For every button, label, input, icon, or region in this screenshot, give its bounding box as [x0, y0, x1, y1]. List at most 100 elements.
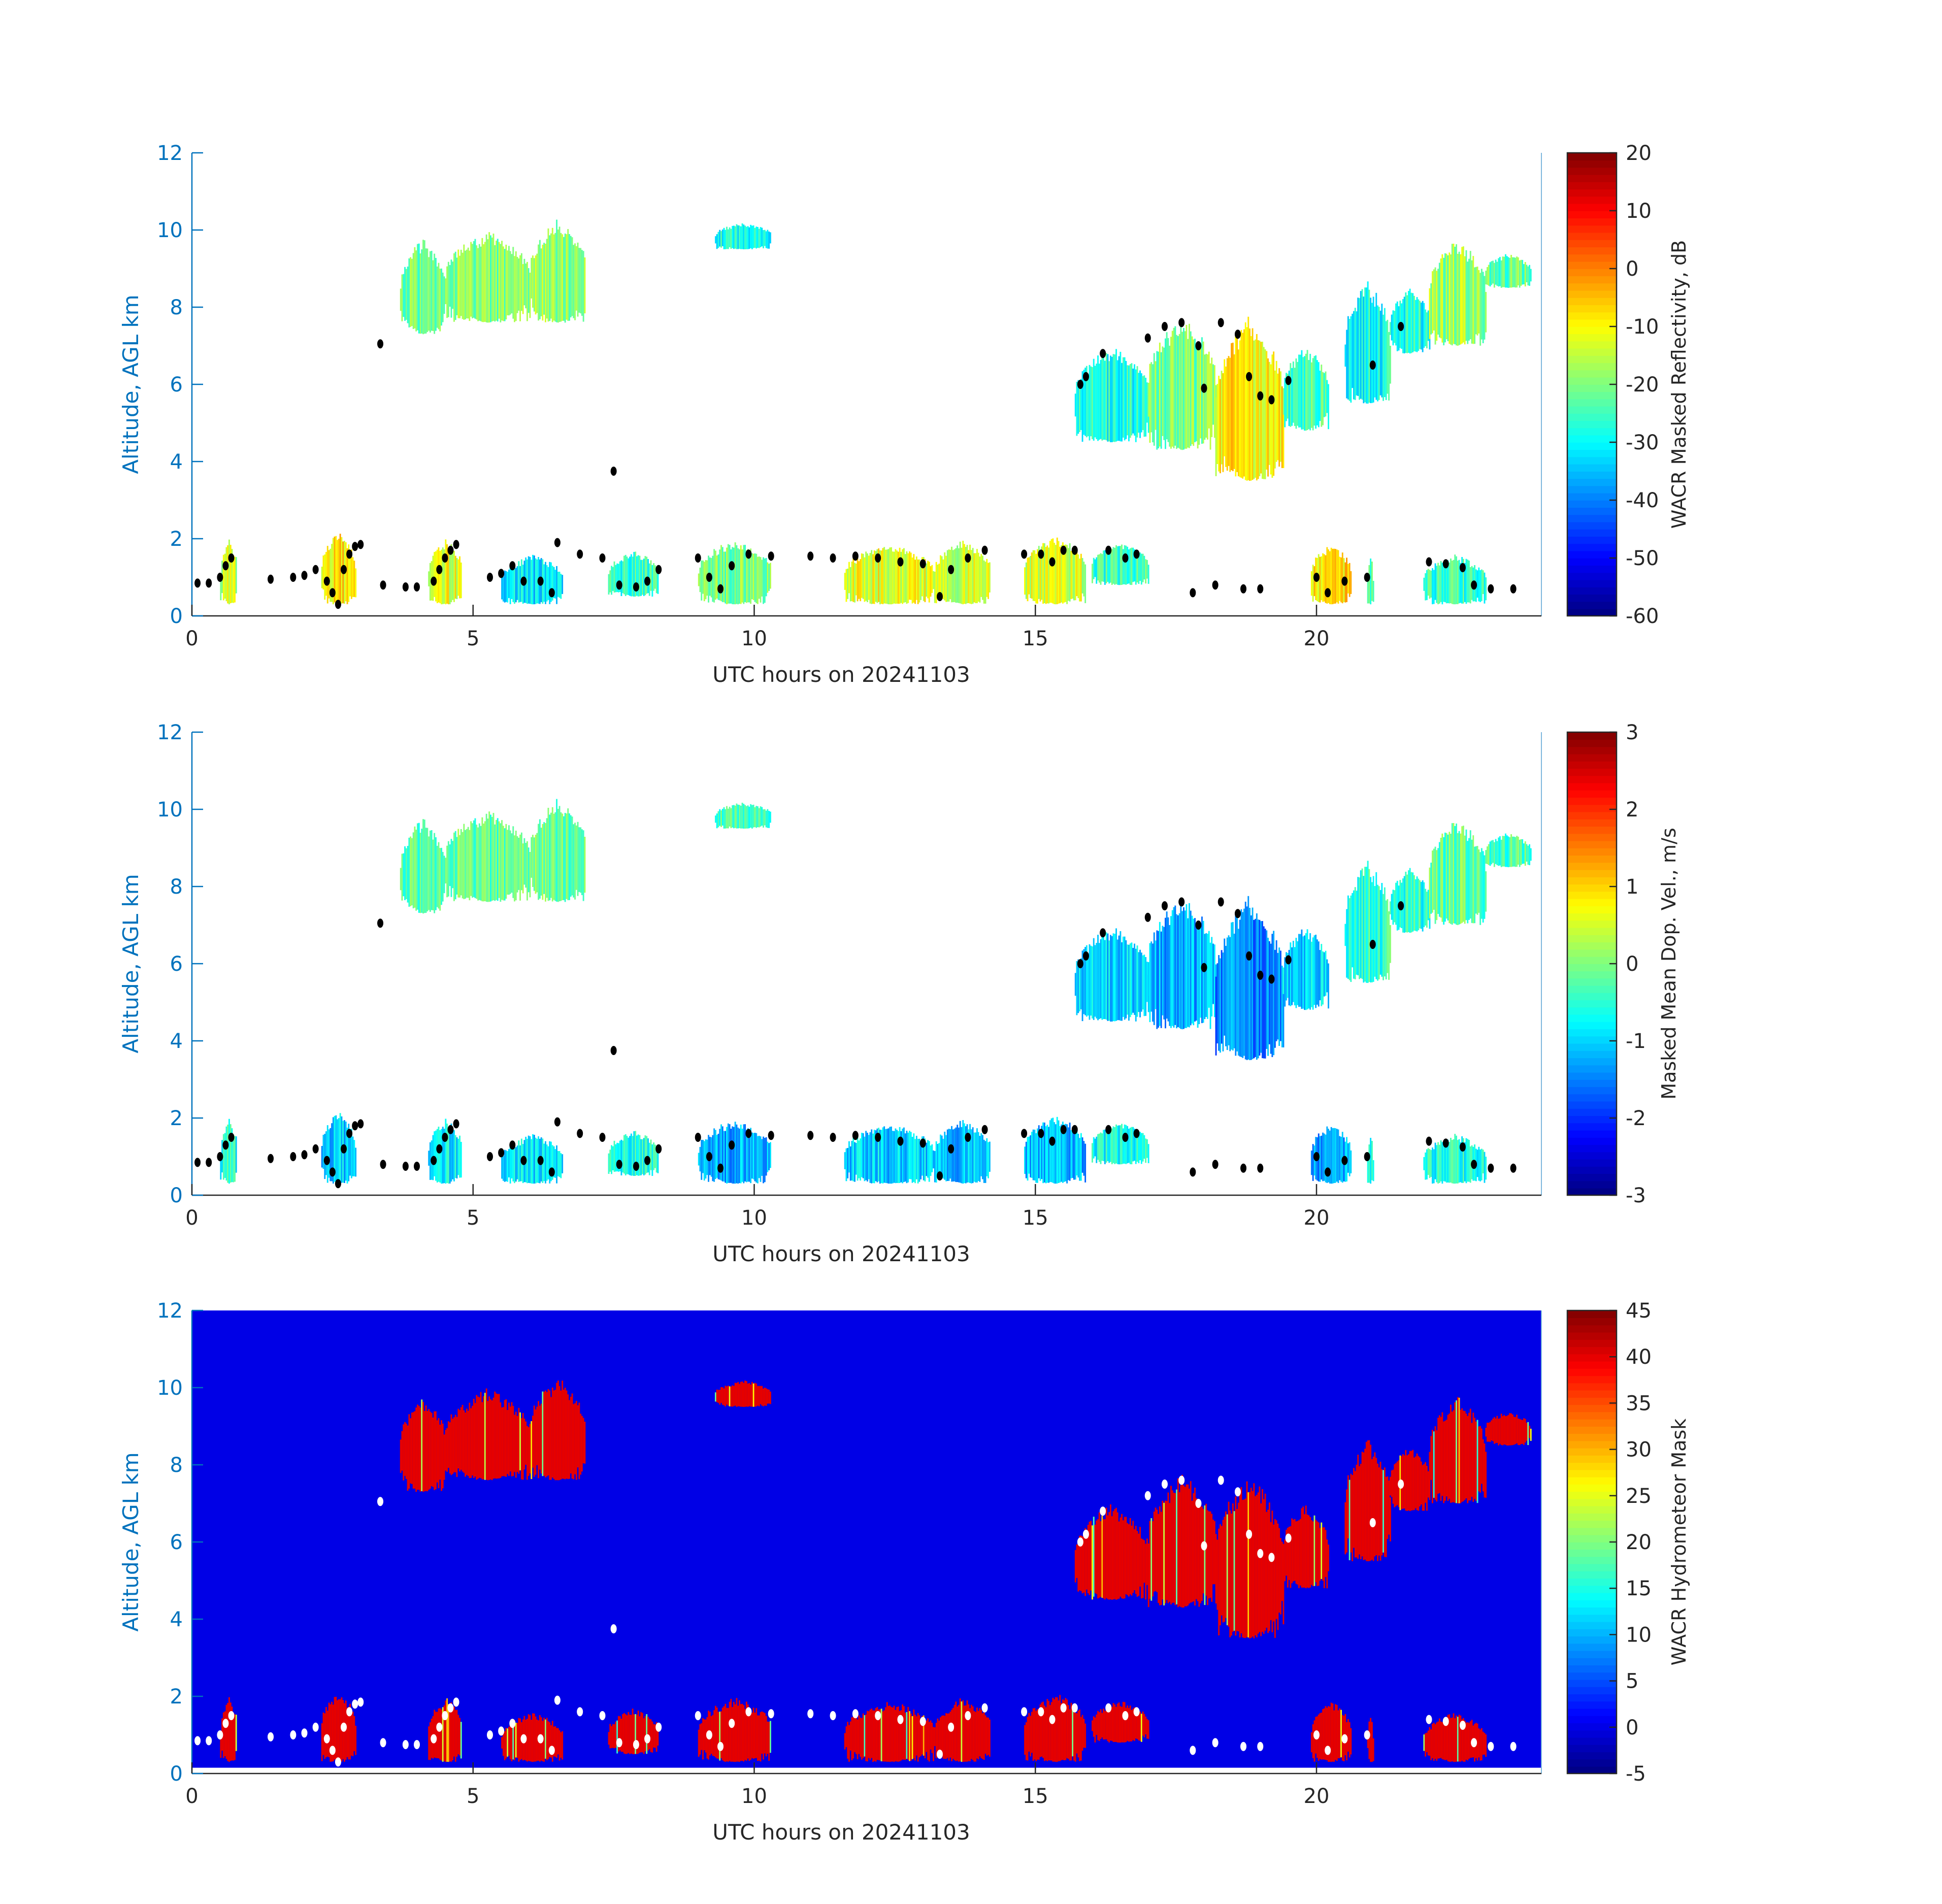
echo-column — [1218, 955, 1220, 1051]
colorbar-tick-label: 15 — [1626, 1577, 1652, 1600]
cloud-base-point — [380, 1160, 386, 1169]
echo-column — [500, 823, 502, 902]
echo-column — [1408, 291, 1409, 353]
x-tick-label: 20 — [1304, 1206, 1330, 1230]
colorbar-segment — [1567, 174, 1617, 182]
echo-column — [1291, 1518, 1293, 1584]
echo-column — [1167, 917, 1169, 1022]
echo-column — [577, 242, 579, 317]
echo-column — [712, 1715, 714, 1756]
echo-column — [1273, 351, 1275, 476]
echo-column — [1436, 1722, 1438, 1761]
echo-column — [456, 1710, 458, 1757]
echo-column — [330, 1704, 332, 1762]
echo-column — [473, 1398, 475, 1478]
echo-column — [1348, 1142, 1351, 1176]
echo-column — [716, 1389, 718, 1402]
echo-column — [962, 1120, 964, 1184]
echo-column — [1077, 380, 1079, 434]
echo-column — [1516, 256, 1518, 288]
echo-column — [438, 547, 440, 603]
echo-column — [934, 1151, 936, 1183]
echo-column — [507, 830, 509, 895]
echo-column — [501, 1737, 503, 1749]
echo-column — [1165, 1500, 1166, 1603]
echo-column — [1456, 1715, 1457, 1762]
echo-column — [1143, 955, 1145, 1016]
echo-column — [1074, 1550, 1076, 1583]
echo-column — [326, 1711, 328, 1757]
echo-column — [1243, 329, 1245, 477]
echo-column — [701, 1139, 703, 1180]
echo-column — [920, 1719, 922, 1756]
echo-column — [441, 268, 442, 326]
cloud-base-point — [1510, 1163, 1517, 1173]
echo-column — [407, 267, 409, 323]
echo-column — [550, 562, 552, 602]
echo-column — [1087, 1525, 1089, 1594]
echo-column — [1313, 1515, 1315, 1586]
echo-column — [1076, 549, 1078, 597]
echo-column — [1084, 1528, 1087, 1596]
cloud-base-point — [599, 553, 606, 563]
echo-column — [1444, 563, 1446, 603]
cloud-base-point — [1459, 1721, 1466, 1730]
echo-column — [1093, 938, 1095, 1020]
echo-column — [609, 570, 611, 593]
echo-column — [1484, 572, 1486, 604]
cloud-base-point — [1510, 584, 1517, 594]
echo-column — [745, 1129, 747, 1183]
echo-column — [909, 1711, 910, 1761]
echo-column — [1107, 1709, 1109, 1742]
echo-column — [768, 564, 770, 591]
echo-column — [518, 838, 520, 890]
echo-column — [465, 830, 466, 899]
echo-column — [624, 554, 627, 596]
echo-column — [982, 1713, 983, 1759]
echo-column — [1492, 1418, 1494, 1441]
echo-column — [1081, 1137, 1083, 1173]
echo-column — [1257, 919, 1259, 1059]
echo-column — [453, 1417, 455, 1472]
cloud-base-point — [717, 1742, 724, 1751]
echo-column — [1465, 1414, 1467, 1498]
echo-column — [467, 827, 469, 898]
colorbar-segment — [1567, 1716, 1617, 1724]
echo-column — [1089, 944, 1091, 1020]
echo-column — [515, 251, 517, 321]
echo-column — [1365, 287, 1367, 404]
echo-column — [1524, 1419, 1526, 1443]
colorbar-tick-label: 5 — [1626, 1670, 1638, 1693]
echo-column — [1145, 1138, 1147, 1163]
echo-column — [1434, 1426, 1436, 1500]
echo-column — [1469, 1408, 1471, 1501]
echo-column — [1408, 1454, 1409, 1511]
echo-column — [501, 1156, 503, 1179]
echo-column — [1262, 342, 1263, 479]
colorbar-tick-label: 20 — [1626, 142, 1652, 165]
echo-column — [1302, 936, 1304, 1009]
echo-column — [1054, 1699, 1056, 1762]
colorbar-segment — [1567, 326, 1617, 335]
colorbar-segment — [1567, 160, 1617, 168]
echo-column — [1052, 1697, 1054, 1762]
colorbar-segment — [1567, 1361, 1617, 1369]
echo-column — [519, 834, 521, 901]
echo-column — [1104, 1711, 1106, 1739]
cloud-base-point — [1122, 1711, 1129, 1720]
colorbar-segment — [1567, 1766, 1617, 1774]
echo-column — [1319, 556, 1321, 603]
echo-column — [1429, 1727, 1431, 1756]
echo-column — [1426, 1149, 1428, 1179]
colorbar-tick-label: 45 — [1626, 1299, 1652, 1323]
echo-column — [720, 1124, 722, 1181]
echo-column — [1278, 1528, 1280, 1613]
colorbar-segment — [1567, 1455, 1617, 1463]
echo-column — [1454, 1402, 1456, 1503]
echo-column — [736, 1124, 738, 1184]
echo-column — [434, 552, 436, 597]
echo-column — [732, 1707, 734, 1762]
echo-column — [1142, 1133, 1144, 1162]
echo-column — [643, 1718, 645, 1754]
colorbar-segment — [1567, 811, 1617, 819]
